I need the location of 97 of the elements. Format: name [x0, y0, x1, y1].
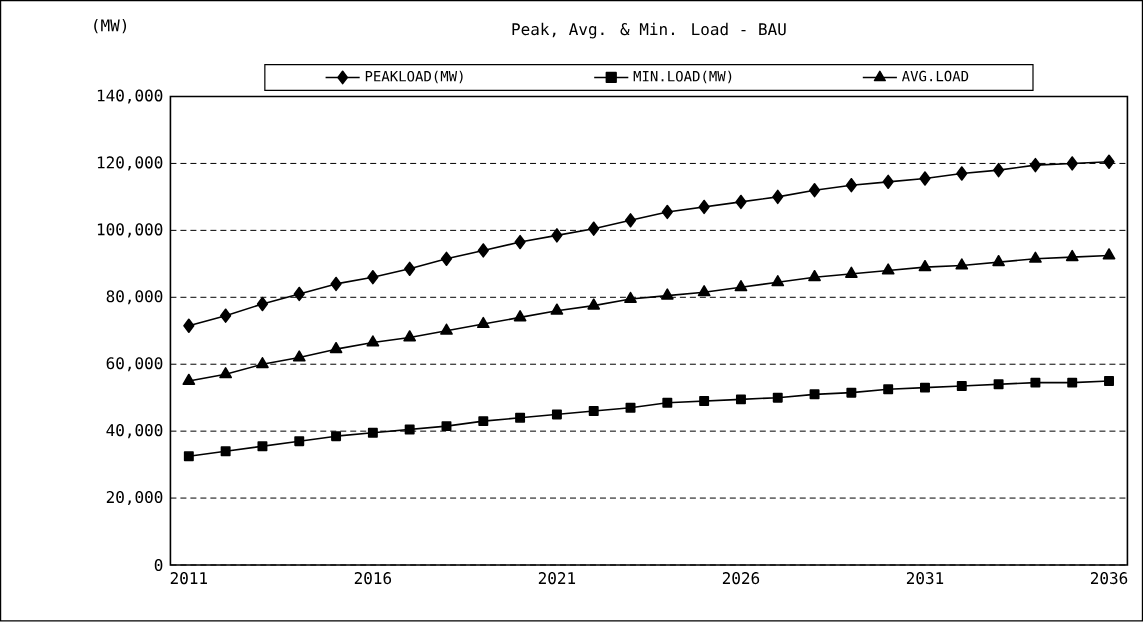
point [588, 221, 600, 237]
point [661, 204, 673, 220]
point [404, 424, 415, 435]
point [882, 174, 894, 190]
point [292, 350, 306, 362]
point [367, 428, 378, 439]
point [1066, 156, 1078, 171]
point [367, 270, 379, 285]
point [183, 451, 194, 462]
point [366, 335, 380, 347]
point [330, 276, 342, 292]
point [993, 379, 1004, 390]
point [992, 163, 1005, 178]
x-tick-label: 2021 [538, 572, 576, 585]
point [587, 298, 601, 310]
point [403, 330, 417, 342]
x-tick-label: 2026 [722, 572, 760, 585]
point [182, 373, 196, 386]
point [956, 381, 967, 392]
y-tick-label: 100,000 [97, 223, 163, 238]
legend-label: MIN.LOAD(MW) [633, 70, 732, 84]
y-axis-title: (MW) [94, 19, 127, 34]
point [514, 235, 526, 250]
point [478, 416, 489, 427]
point [440, 251, 453, 267]
legend-label: AVG.LOAD [901, 71, 969, 82]
y-tick-label: 20,000 [106, 491, 163, 506]
point [624, 291, 637, 304]
point [808, 183, 821, 198]
point [513, 310, 527, 322]
point [735, 194, 747, 210]
point [845, 178, 857, 193]
point [662, 397, 673, 408]
point [551, 409, 562, 420]
point [329, 342, 343, 354]
point [331, 431, 342, 442]
point [219, 367, 233, 379]
point [1103, 154, 1115, 170]
point [220, 446, 231, 457]
point [845, 266, 858, 279]
point [920, 382, 930, 393]
x-tick-label: 2036 [1090, 572, 1128, 585]
point [1104, 376, 1114, 387]
point [808, 270, 821, 282]
x-tick-label: 2011 [170, 572, 207, 585]
point [697, 285, 711, 297]
y-tick-label: 80,000 [106, 290, 163, 305]
point [624, 213, 637, 228]
point [515, 413, 526, 423]
x-tick-label: 2016 [354, 572, 392, 585]
point [550, 303, 564, 315]
point [660, 288, 674, 300]
point [257, 441, 268, 452]
point [956, 166, 968, 181]
y-tick-label: 40,000 [106, 424, 163, 439]
point [772, 392, 783, 403]
point [256, 357, 269, 369]
point [441, 421, 452, 432]
point [440, 323, 453, 335]
point [1029, 158, 1042, 173]
point [625, 402, 636, 413]
point [992, 255, 1005, 267]
point [881, 263, 895, 275]
point [919, 171, 931, 186]
point [477, 243, 489, 258]
point [918, 260, 932, 272]
point [735, 394, 746, 405]
point [220, 308, 232, 324]
x-tick-label: 2031 [906, 572, 944, 585]
point [256, 296, 269, 312]
point [476, 317, 490, 329]
point [772, 189, 784, 205]
point [734, 280, 748, 292]
point [1065, 250, 1079, 262]
point [771, 275, 785, 287]
point [883, 384, 894, 395]
chart-title: Peak, Avg. & Min. Load - BAU [512, 23, 786, 39]
point [846, 387, 857, 398]
point [293, 286, 305, 302]
legend-label: PEAKLOAD(MW) [365, 70, 463, 84]
point [294, 436, 305, 447]
y-tick-label: 0 [154, 559, 163, 572]
point [699, 396, 710, 407]
point [698, 199, 710, 215]
point [1029, 251, 1042, 264]
y-tick-label: 120,000 [97, 156, 163, 171]
y-tick-label: 60,000 [106, 357, 163, 372]
point [183, 318, 195, 334]
point [551, 228, 563, 243]
point [1102, 248, 1116, 260]
point [955, 258, 969, 270]
point [588, 406, 599, 417]
point [1067, 377, 1078, 388]
point [404, 261, 416, 277]
point [1030, 377, 1041, 388]
point [809, 389, 820, 400]
y-tick-label: 140,000 [97, 89, 163, 104]
